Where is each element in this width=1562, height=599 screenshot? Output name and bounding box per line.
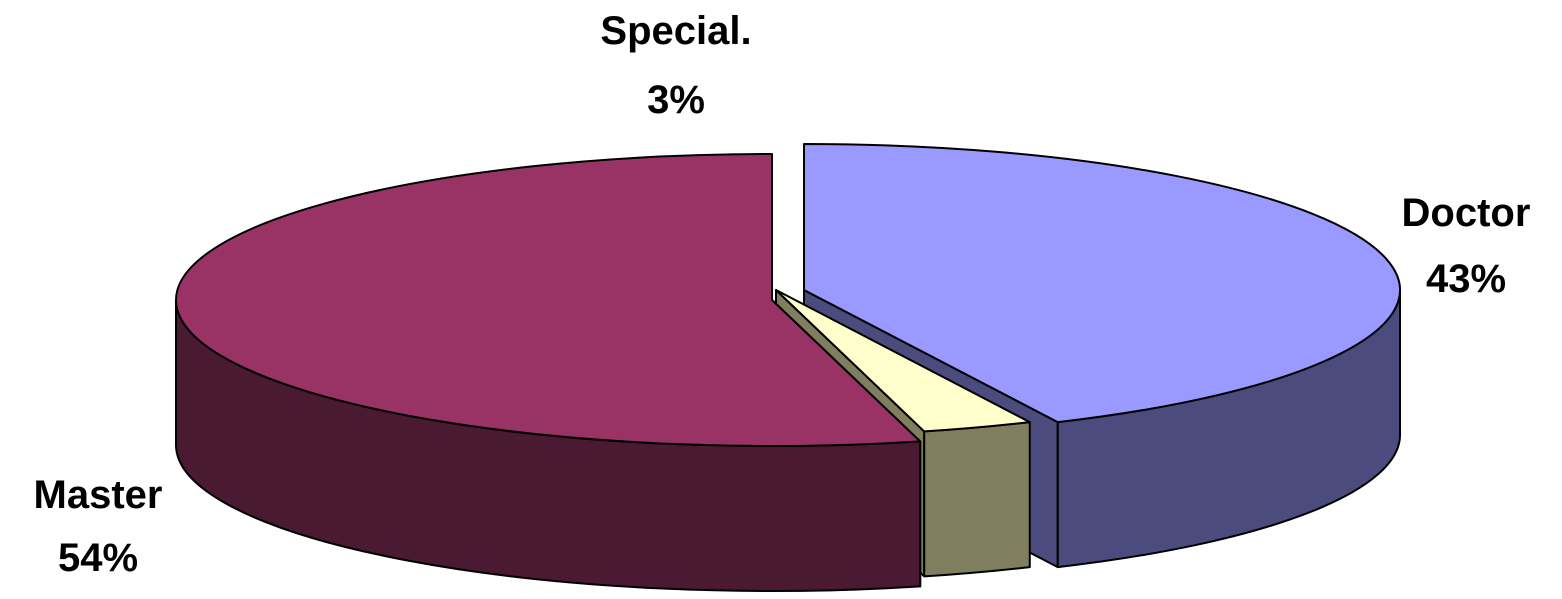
label-special-name: Special. (600, 9, 751, 53)
pie-tops (175, 143, 1401, 447)
label-doctor-value: 43% (1426, 257, 1506, 301)
pie-slice-special-wall (923, 421, 1031, 578)
pie-slice-master-top (175, 153, 922, 447)
label-master-name: Master (34, 473, 163, 517)
label-master-value: 54% (58, 536, 138, 580)
pie-slice-special-top (775, 289, 1031, 433)
label-doctor-name: Doctor (1402, 191, 1531, 235)
pie-slice-doctor-top (803, 143, 1401, 424)
label-special-value: 3% (647, 78, 705, 122)
